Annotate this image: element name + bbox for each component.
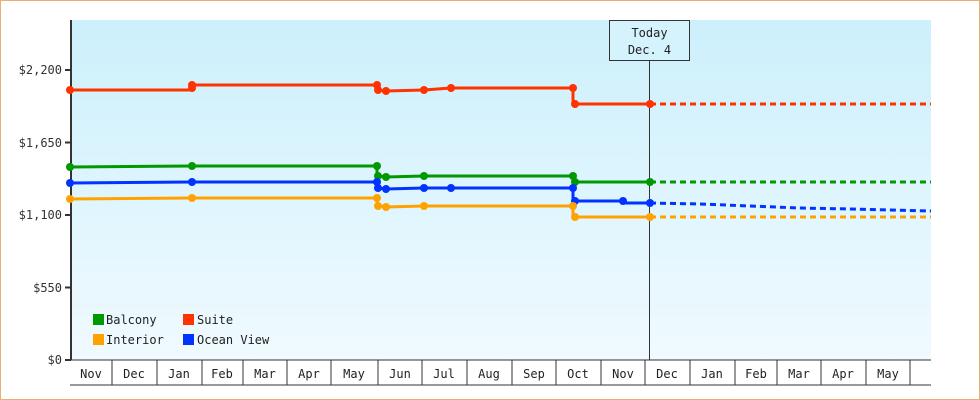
x-tick-label: Jun xyxy=(389,367,411,381)
today-marker: Today Dec. 4 xyxy=(609,20,690,360)
legend-label: Interior xyxy=(106,333,164,347)
ocean-view-swatch-icon xyxy=(183,334,194,345)
legend: Balcony Suite Interior Ocean View xyxy=(93,313,270,347)
y-axis: $2,200 $1,650 $1,100 $550 $0 xyxy=(19,20,72,367)
ocean-view-markers xyxy=(66,178,654,207)
x-tick-label: Mar xyxy=(788,367,810,381)
plot-area xyxy=(71,20,931,360)
interior-swatch-icon xyxy=(93,334,104,345)
x-axis xyxy=(70,359,931,386)
legend-item-balcony[interactable]: Balcony xyxy=(93,313,157,327)
y-tick-label: $550 xyxy=(33,281,62,295)
series-suite xyxy=(66,81,931,108)
x-tick-label: Feb xyxy=(745,367,767,381)
x-tick-label: May xyxy=(343,367,365,381)
x-tick-label: Mar xyxy=(254,367,276,381)
x-tick-label: Dec xyxy=(656,367,678,381)
today-date-label: Dec. 4 xyxy=(628,43,671,57)
x-tick-label: Apr xyxy=(298,367,320,381)
x-tick-label: Nov xyxy=(80,367,102,381)
y-tick-label: $0 xyxy=(48,353,62,367)
y-tick-label: $2,200 xyxy=(19,63,62,77)
interior-markers xyxy=(66,194,654,221)
series-ocean-view xyxy=(66,178,932,213)
legend-item-suite[interactable]: Suite xyxy=(183,313,233,327)
legend-label: Balcony xyxy=(106,313,157,327)
x-tick-label: Aug xyxy=(478,367,500,381)
x-tick-label: Jan xyxy=(168,367,190,381)
x-tick-label: May xyxy=(877,367,899,381)
balcony-swatch-icon xyxy=(93,314,104,325)
legend-item-interior[interactable]: Interior xyxy=(93,333,164,347)
x-tick-label: Jul xyxy=(433,367,455,381)
x-tick-label: Sep xyxy=(523,367,545,381)
x-tick-label: Jan xyxy=(701,367,723,381)
y-tick-label: $1,100 xyxy=(19,208,62,222)
suite-markers xyxy=(66,81,654,108)
legend-item-ocean-view[interactable]: Ocean View xyxy=(183,333,270,347)
x-tick-label: Nov xyxy=(612,367,634,381)
today-label: Today xyxy=(631,26,667,40)
x-tick-label: Oct xyxy=(567,367,589,381)
x-tick-label: Feb xyxy=(211,367,233,381)
suite-swatch-icon xyxy=(183,314,194,325)
x-tick-label: Apr xyxy=(832,367,854,381)
x-tick-label: Dec xyxy=(123,367,145,381)
series-interior xyxy=(66,194,931,221)
legend-label: Suite xyxy=(197,313,233,327)
legend-label: Ocean View xyxy=(197,333,270,347)
x-tick-labels: Nov Dec Jan Feb Mar Apr May Jun Jul Aug … xyxy=(80,367,899,381)
y-tick-label: $1,650 xyxy=(19,136,62,150)
